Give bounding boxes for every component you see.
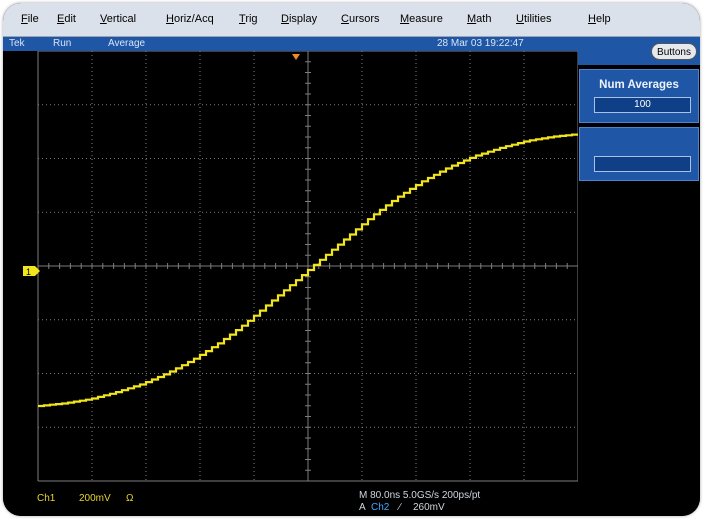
secondary-field[interactable] [594,156,691,172]
graticule: 1 [23,51,578,482]
trigger-source: Ch2 [371,502,390,513]
num-averages-field[interactable]: 100 [594,97,691,113]
channel-1-waveform [38,133,578,408]
acquisition-mode: Average [108,38,146,49]
menu-edit[interactable]: Edit [57,13,76,25]
run-state: Run [53,38,72,49]
menu-bar: File Edit Vertical Horiz/Acq Trig Displa… [3,3,700,37]
control-panel: Buttons Num Averages 100 [578,37,700,516]
buttons-button[interactable]: Buttons [651,43,697,60]
menu-horiz-acq[interactable]: Horiz/Acq [166,13,214,25]
trigger-prefix: A [359,502,366,513]
num-averages-title: Num Averages [599,79,679,91]
menu-file[interactable]: File [21,13,39,25]
grid-ticks [37,51,578,482]
ch1-scale: 200mV [79,493,111,504]
waveform-display[interactable]: 1 Ch1 200mV Ω M 80.0ns 5.0GS/s 200ps/pt … [3,51,578,516]
trigger-slope: ∕ [399,502,401,513]
num-averages-control[interactable]: Num Averages 100 [579,69,699,123]
secondary-control[interactable] [579,127,699,181]
menu-help[interactable]: Help [588,13,611,25]
brand-label: Tek [9,38,25,49]
horizontal-readout: M 80.0ns 5.0GS/s 200ps/pt [359,490,481,501]
menu-cursors[interactable]: Cursors [341,13,380,25]
date-time: 28 Mar 03 19:22:47 [437,38,524,49]
menu-math[interactable]: Math [467,13,492,25]
menu-utilities[interactable]: Utilities [516,13,552,25]
menu-vertical[interactable]: Vertical [100,13,137,25]
channel-marker-label: 1 [26,267,31,277]
trigger-level: 260mV [413,502,445,513]
menu-display[interactable]: Display [281,13,318,25]
ch1-label: Ch1 [37,493,56,504]
oscilloscope-window: File Edit Vertical Horiz/Acq Trig Displa… [3,3,700,516]
status-bar: Tek Run Average 28 Mar 03 19:22:47 [3,37,578,51]
channel-1-marker-icon: 1 [23,266,40,277]
menu-trig[interactable]: Trig [239,13,258,25]
menu-measure[interactable]: Measure [400,13,443,25]
ch1-coupling: Ω [126,493,134,504]
trigger-position-marker-icon [292,54,300,60]
